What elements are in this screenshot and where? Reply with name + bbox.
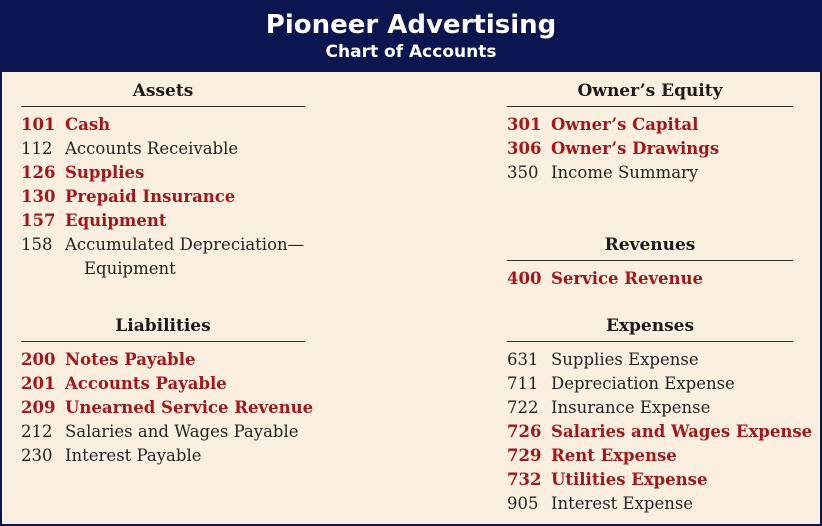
- assets-list: 101 Cash 112 Accounts Receivable 126 Supplies…: [21, 113, 305, 281]
- owners-equity-heading: Owner’s Equity: [507, 80, 793, 107]
- account-name: Owner’s Drawings: [551, 139, 720, 158]
- assets-heading: Assets: [21, 80, 305, 107]
- account-row: 101 Cash: [21, 113, 305, 137]
- account-name: Income Summary: [551, 163, 699, 182]
- account-number: 157: [21, 211, 56, 230]
- account-name: Service Revenue: [551, 269, 704, 288]
- account-row: 212 Salaries and Wages Payable: [21, 420, 305, 444]
- revenues-section: Revenues 400 Service Revenue: [507, 234, 793, 291]
- page-title: Pioneer Advertising: [265, 10, 557, 40]
- account-row: 400 Service Revenue: [507, 267, 793, 291]
- expenses-list: 631 Supplies Expense 711 Depreciation Expen…: [507, 348, 812, 516]
- account-name: Depreciation Expense: [551, 374, 735, 393]
- account-number: 729: [507, 446, 542, 465]
- revenues-list: 400 Service Revenue: [507, 267, 793, 291]
- account-number: 905: [507, 494, 539, 513]
- revenues-heading: Revenues: [507, 234, 793, 261]
- account-name: Accounts Payable: [65, 374, 227, 393]
- account-row: 722 Insurance Expense: [507, 396, 793, 420]
- account-name: Supplies: [65, 163, 145, 182]
- account-number: 201: [21, 374, 56, 393]
- account-row: 201 Accounts Payable: [21, 372, 305, 396]
- account-row: 905 Interest Expense: [507, 492, 793, 516]
- account-name: Salaries and Wages Payable: [65, 422, 299, 441]
- expenses-section: Expenses 631 Supplies Expense 711 Depreciat…: [507, 315, 812, 516]
- account-name: Accumulated Depreciation—: [65, 235, 305, 254]
- account-name: Notes Payable: [65, 350, 196, 369]
- account-row: 350 Income Summary: [507, 161, 793, 185]
- assets-section: Assets 101 Cash 112 Accounts Receivable 126 S…: [21, 80, 305, 281]
- account-name: Owner’s Capital: [551, 115, 699, 134]
- account-number: 200: [21, 350, 56, 369]
- account-number: 301: [507, 115, 542, 134]
- account-number: 722: [507, 398, 539, 417]
- account-number: 101: [21, 115, 56, 134]
- account-row: 209 Unearned Service Revenue: [21, 396, 313, 420]
- account-row: 306 Owner’s Drawings: [507, 137, 793, 161]
- account-name: Supplies Expense: [551, 350, 699, 369]
- account-name: Unearned Service Revenue: [65, 398, 314, 417]
- account-name: Interest Expense: [551, 494, 694, 513]
- account-number: 126: [21, 163, 56, 182]
- account-name: Cash: [65, 115, 111, 134]
- account-number: 732: [507, 470, 542, 489]
- liabilities-heading: Liabilities: [21, 315, 305, 342]
- account-number: 212: [21, 422, 53, 441]
- account-name: Insurance Expense: [551, 398, 711, 417]
- header-banner: Pioneer Advertising Chart of Accounts: [2, 0, 820, 72]
- account-name: Prepaid Insurance: [65, 187, 236, 206]
- liabilities-section: Liabilities 200 Notes Payable 201 Accounts …: [21, 315, 313, 468]
- account-name: Utilities Expense: [551, 470, 708, 489]
- account-number: 631: [507, 350, 539, 369]
- account-row: 200 Notes Payable: [21, 348, 305, 372]
- account-row: 729 Rent Expense: [507, 444, 793, 468]
- account-number: 209: [21, 398, 56, 417]
- account-row: 157 Equipment: [21, 209, 305, 233]
- account-row: 126 Supplies: [21, 161, 305, 185]
- account-row: 711 Depreciation Expense: [507, 372, 793, 396]
- account-row: 732 Utilities Expense: [507, 468, 793, 492]
- liabilities-list: 200 Notes Payable 201 Accounts Payable 209 Un…: [21, 348, 313, 468]
- account-number: 350: [507, 163, 539, 182]
- owners-equity-list: 301 Owner’s Capital 306 Owner’s Drawings 350…: [507, 113, 793, 185]
- page-subtitle: Chart of Accounts: [325, 42, 497, 62]
- account-number: 711: [507, 374, 539, 393]
- account-number: 112: [21, 139, 53, 158]
- account-number: 400: [507, 269, 542, 288]
- account-row: 631 Supplies Expense: [507, 348, 793, 372]
- account-row: 112 Accounts Receivable: [21, 137, 305, 161]
- account-number: 230: [21, 446, 53, 465]
- expenses-heading: Expenses: [507, 315, 793, 342]
- account-name: Interest Payable: [65, 446, 202, 465]
- account-row: 230 Interest Payable: [21, 444, 305, 468]
- account-row: 130 Prepaid Insurance: [21, 185, 305, 209]
- account-number: 158: [21, 235, 53, 254]
- account-number: 726: [507, 422, 542, 441]
- account-name: Accounts Receivable: [65, 139, 239, 158]
- account-row: 158 Accumulated Depreciation— Equipment: [21, 233, 305, 281]
- account-row: 726 Salaries and Wages Expense: [507, 420, 812, 444]
- account-number: 306: [507, 139, 542, 158]
- account-name: Equipment: [65, 211, 167, 230]
- owners-equity-section: Owner’s Equity 301 Owner’s Capital 306 Owne…: [507, 80, 793, 185]
- account-name: Rent Expense: [551, 446, 677, 465]
- account-name: Salaries and Wages Expense: [551, 422, 813, 441]
- account-number: 130: [21, 187, 56, 206]
- account-name-continuation: Equipment: [84, 259, 176, 278]
- account-row: 301 Owner’s Capital: [507, 113, 793, 137]
